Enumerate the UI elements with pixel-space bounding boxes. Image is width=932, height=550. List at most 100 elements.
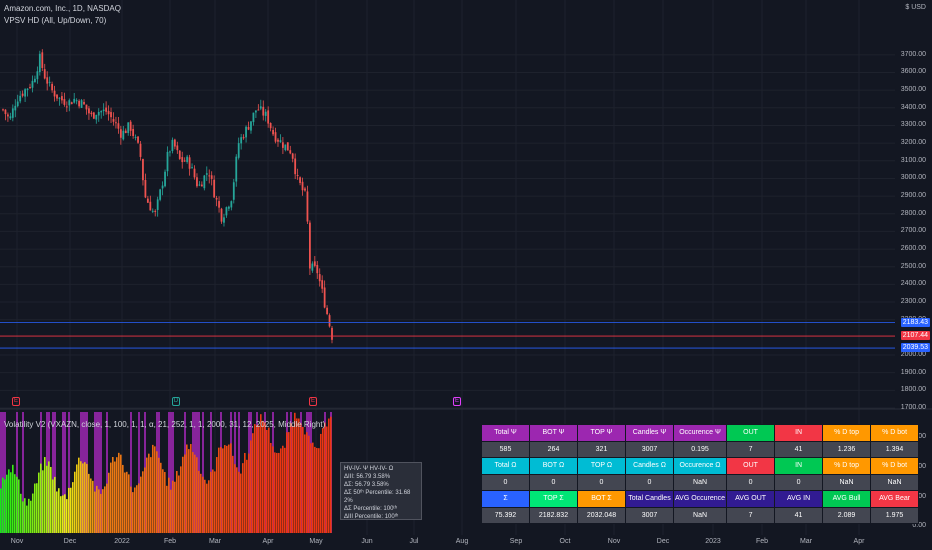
candle-body: [331, 327, 333, 340]
volatility-bar: [206, 483, 208, 533]
candle-body: [267, 110, 270, 124]
candle-body: [227, 206, 230, 209]
candle-body: [88, 108, 90, 114]
volatility-bar: [18, 479, 20, 533]
candle-body: [16, 101, 19, 107]
stats-header: AVG Bear: [870, 490, 920, 508]
volatility-bar: [94, 491, 96, 533]
candle-body: [38, 53, 41, 73]
volatility-bar: [22, 501, 24, 533]
volatility-bar: [70, 487, 72, 533]
volatility-bar: [140, 476, 142, 533]
event-marker-icon[interactable]: D: [172, 397, 180, 406]
volatility-bar: [4, 479, 6, 533]
candle-body: [144, 179, 147, 198]
volatility-bar: [114, 461, 116, 533]
volatility-bar: [240, 473, 242, 533]
volatility-bar: [100, 493, 102, 533]
volatility-bar: [48, 461, 50, 533]
candle-body: [294, 158, 297, 175]
volatility-bar: [164, 472, 166, 533]
volatility-bar: [104, 486, 106, 533]
stats-header: Candles Ψ: [625, 424, 674, 442]
volatility-bar: [246, 459, 248, 533]
candle-body: [215, 198, 218, 200]
candle-body: [281, 142, 284, 148]
stats-header: Σ: [481, 490, 530, 508]
candle-body: [205, 173, 208, 175]
event-marker-icon[interactable]: E: [453, 397, 461, 406]
volatility-bar: [202, 476, 204, 533]
volatility-bar: [60, 496, 62, 533]
event-marker-icon[interactable]: E: [309, 397, 317, 406]
volatility-bar: [30, 500, 32, 533]
volatility-bar: [98, 489, 100, 533]
volatility-bar: [150, 457, 152, 533]
candle-body: [117, 123, 120, 129]
volatility-bar: [218, 447, 220, 533]
volatility-bar: [262, 420, 264, 533]
volatility-bar: [200, 473, 202, 533]
indicator-legend-volatility[interactable]: Volatility V2 (VXAZN, close, 1, 100, 1, …: [4, 420, 326, 429]
price-tag: 2183.43: [900, 317, 930, 327]
volatility-bar: [330, 416, 332, 533]
candle-body: [186, 156, 189, 162]
candle-body: [9, 116, 12, 119]
tooltip-line: ΔΣ: 56.79 3.58%: [344, 482, 389, 488]
candle-body: [213, 179, 216, 198]
volatility-bar: [40, 463, 42, 533]
stats-value: NaN: [672, 506, 728, 524]
volatility-bar: [82, 463, 84, 533]
candle-body: [198, 184, 201, 186]
candle-body: [161, 185, 164, 189]
candle-body: [299, 177, 301, 183]
candle-body: [11, 108, 14, 118]
indicator-legend-vpsv[interactable]: VPSV HD (All, Up/Down, 70): [4, 16, 107, 25]
currency-label[interactable]: $ USD: [905, 4, 926, 11]
price-candles: [2, 49, 333, 344]
stats-header: OUT: [726, 424, 776, 442]
volatility-bar: [308, 435, 310, 533]
time-axis-label: Dec: [656, 538, 670, 545]
price-axis-label: 3100.00: [900, 156, 926, 164]
stats-value: NaN: [672, 473, 728, 491]
volatility-bar: [108, 472, 110, 533]
volatility-bar: [96, 485, 98, 533]
candle-body: [316, 264, 319, 274]
candle-body: [245, 126, 247, 138]
stats-value: 585: [481, 440, 530, 458]
price-axis-label: 2300.00: [900, 298, 926, 306]
stats-header: AVG Occurence: [672, 490, 728, 508]
stats-header: Total Candles: [625, 490, 674, 508]
time-axis-label: Sep: [509, 538, 523, 545]
candle-body: [166, 151, 169, 172]
volatility-bar: [182, 456, 184, 533]
volatility-event-bar: [100, 412, 102, 533]
volatility-bar: [130, 486, 132, 533]
candle-body: [21, 93, 24, 96]
volatility-bar: [300, 423, 302, 533]
candle-body: [173, 139, 176, 147]
volatility-bar: [314, 446, 316, 533]
stats-header: TOP Ω: [577, 457, 626, 475]
volatility-bar: [204, 479, 206, 533]
candle-body: [269, 122, 272, 129]
candle-body: [178, 150, 181, 159]
volatility-bar: [120, 454, 122, 533]
stats-header: % D top: [822, 457, 872, 475]
volatility-bar: [306, 432, 308, 533]
time-axis-label: 2023: [705, 538, 721, 545]
volatility-bar: [192, 452, 194, 533]
volatility-event-bar: [168, 412, 170, 533]
volatility-bar: [264, 422, 266, 533]
candle-body: [127, 122, 130, 133]
volatility-bar: [138, 483, 140, 533]
price-axis-label: 3300.00: [900, 121, 926, 129]
stats-value: 41: [774, 440, 824, 458]
candle-body: [237, 143, 240, 158]
event-marker-icon[interactable]: E: [12, 397, 20, 406]
candle-body: [284, 144, 287, 151]
volatility-bar: [186, 444, 188, 533]
candle-body: [48, 81, 51, 83]
